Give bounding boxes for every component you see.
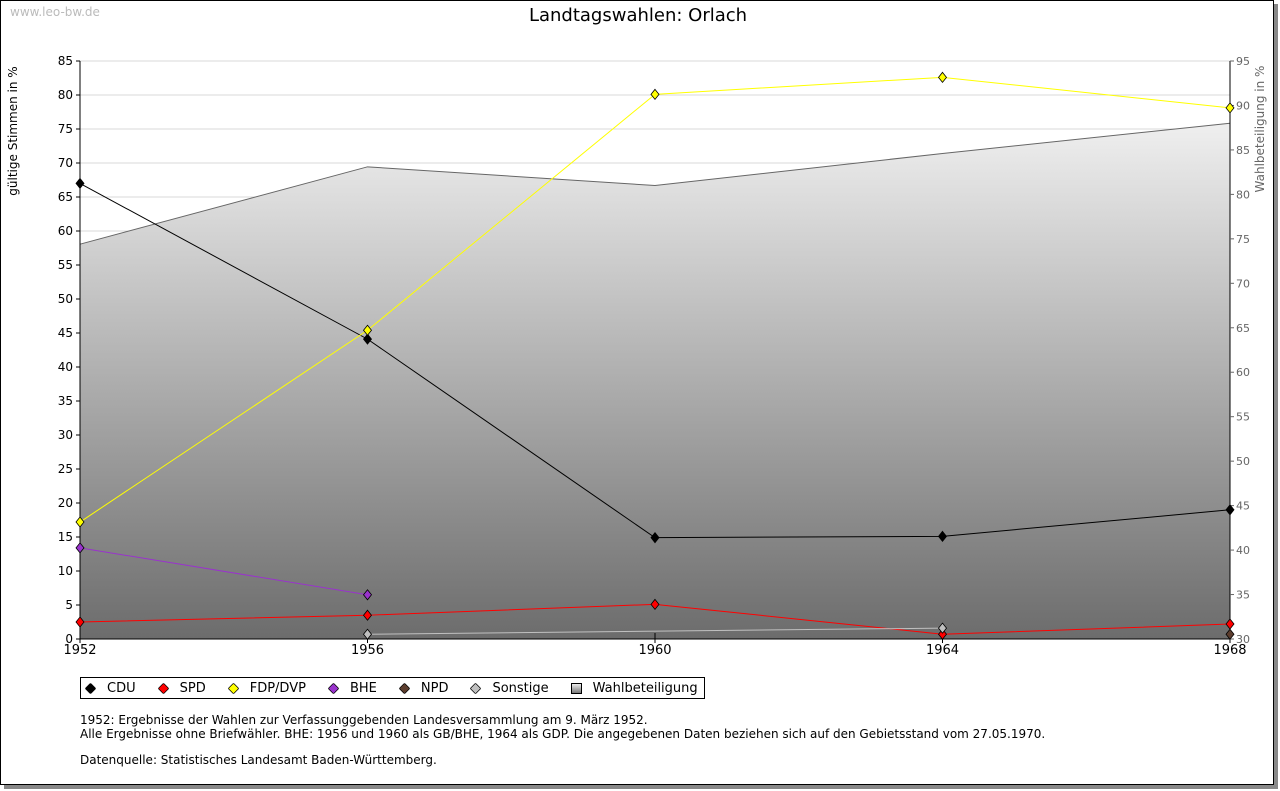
x-tick-label: 1952: [63, 643, 96, 658]
y-tick-label: 0: [65, 632, 73, 646]
fdp-dvp-point: [1225, 102, 1235, 114]
y2-tick-label: 65: [1236, 322, 1250, 335]
cdu-point: [362, 333, 373, 345]
y2-tick-label: 90: [1236, 99, 1250, 112]
fdp-dvp-point: [937, 71, 948, 83]
y-tick-label: 65: [58, 190, 73, 204]
y2-tick-label: 70: [1236, 277, 1250, 290]
diamond-marker-icon: [157, 682, 169, 694]
note-3: [80, 741, 1045, 753]
diamond-marker-icon: [398, 682, 411, 694]
y-tick-label: 80: [58, 88, 73, 102]
y2-tick-label: 55: [1236, 411, 1250, 424]
legend-label: Wahlbeteiligung: [592, 680, 698, 696]
y-tick-label: 10: [58, 564, 73, 578]
y-tick-label: 30: [58, 428, 73, 442]
turnout-line: [79, 122, 1231, 245]
legend-label: Sonstige: [492, 680, 549, 696]
sonstige-point: [362, 628, 373, 640]
legend-item: NPD: [398, 680, 449, 696]
x-tick-label: 1956: [351, 643, 384, 658]
note-1: 1952: Ergebnisse der Wahlen zur Verfassu…: [80, 713, 648, 727]
y-tick-label: 5: [65, 598, 73, 612]
y2-tick-label: 40: [1236, 544, 1250, 557]
y-tick-label: 15: [58, 530, 73, 544]
legend-item: Wahlbeteiligung: [570, 680, 698, 696]
note-source: Datenquelle: Statistisches Landesamt Bad…: [80, 753, 437, 767]
y2-tick-label: 45: [1236, 500, 1250, 513]
y2-tick-label: 35: [1236, 589, 1250, 602]
diamond-marker-icon: [327, 682, 340, 694]
sonstige-line: [367, 627, 943, 635]
legend-item: BHE: [327, 680, 377, 696]
fdp-dvp-point: [650, 88, 660, 100]
y-tick-label: 75: [58, 122, 73, 136]
note-2: Alle Ergebnisse ohne Briefwähler. BHE: 1…: [80, 727, 1046, 741]
cdu-point: [75, 177, 85, 190]
bhe-line: [79, 547, 368, 596]
y-tick-label: 40: [58, 360, 73, 374]
y-tick-label: 55: [58, 258, 73, 272]
legend-label: CDU: [107, 680, 136, 696]
y-tick-label: 50: [58, 292, 73, 306]
chart-title: Landtagswahlen: Orlach: [528, 5, 748, 26]
watermark: www.leo-bw.de: [10, 5, 100, 19]
y2-tick-label: 80: [1236, 188, 1250, 201]
x-tick-label: 1964: [926, 643, 959, 658]
spd-point: [362, 609, 373, 621]
legend-label: FDP/DVP: [249, 680, 306, 696]
fdp-dvp-point: [75, 516, 85, 528]
bhe-point: [362, 589, 373, 601]
y2-tick-label: 60: [1236, 366, 1250, 379]
y2-axis-label: Wahlbeteiligung in %: [1253, 66, 1267, 193]
footnotes: 1952: Ergebnisse der Wahlen zur Verfassu…: [80, 713, 1045, 767]
y2-tick-label: 75: [1236, 233, 1250, 246]
y2-tick-label: 50: [1236, 455, 1250, 468]
diamond-marker-icon: [84, 682, 97, 694]
legend-item: Sonstige: [470, 680, 549, 696]
y-tick-label: 35: [58, 394, 73, 408]
y2-tick-label: 30: [1236, 633, 1250, 646]
cdu-point: [937, 530, 948, 542]
y2-tick-label: 85: [1236, 144, 1250, 157]
spd-point: [937, 628, 948, 640]
y-tick-label: 45: [58, 326, 73, 340]
y-tick-label: 70: [58, 156, 73, 170]
bhe-point: [75, 542, 85, 554]
y-tick-label: 85: [58, 54, 73, 68]
cdu-point: [650, 532, 660, 544]
y-tick-label: 20: [58, 496, 73, 510]
legend-item: CDU: [84, 680, 136, 696]
npd-point: [1225, 628, 1235, 640]
y2-tick-label: 95: [1236, 55, 1250, 68]
square-marker-icon: [570, 682, 582, 694]
fdp-dvp-point: [362, 324, 373, 336]
spd-point: [75, 616, 85, 628]
legend-label: BHE: [349, 680, 377, 696]
cdu-point: [1225, 504, 1235, 516]
x-tick-label: 1968: [1213, 643, 1246, 658]
legend: CDU SPD FDP/DVP BHE NPD Sonstige Wahlbeteiligu…: [80, 677, 705, 699]
y-tick-label: 25: [58, 462, 73, 476]
legend-label: SPD: [179, 680, 206, 696]
diamond-marker-icon: [470, 682, 482, 694]
turnout-area: [80, 123, 1230, 639]
legend-item: SPD: [157, 680, 206, 696]
legend-item: FDP/DVP: [227, 680, 306, 696]
x-tick-label: 1960: [638, 643, 671, 658]
y-tick-label: 60: [58, 224, 73, 238]
spd-point: [650, 598, 660, 610]
sonstige-point: [937, 622, 948, 634]
diamond-marker-icon: [227, 682, 240, 694]
legend-label: NPD: [420, 680, 449, 696]
y-axis-label: gültige Stimmen in %: [6, 66, 20, 195]
